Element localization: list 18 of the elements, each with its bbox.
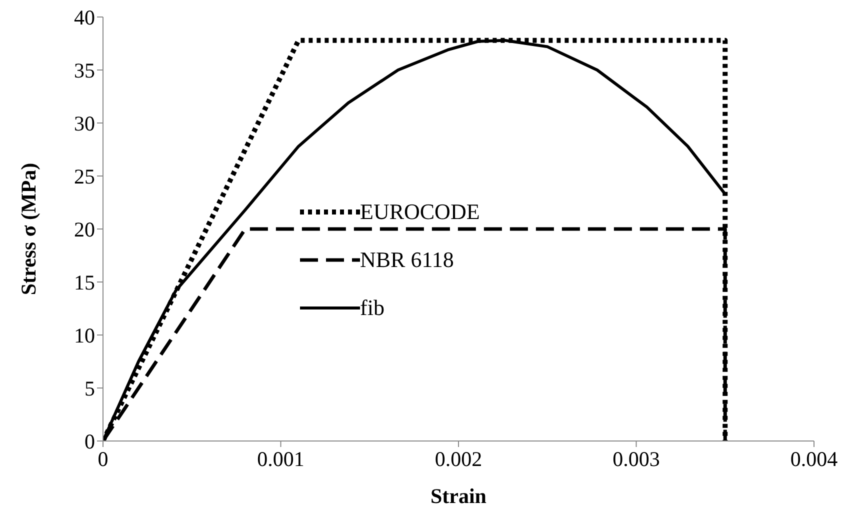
y-tick-label: 0 <box>84 429 95 454</box>
y-tick-label: 15 <box>74 270 95 294</box>
x-tick-label: 0.004 <box>790 446 838 471</box>
y-axis-title: Stress σ (MPa) <box>16 162 40 296</box>
y-tick-label: 10 <box>74 323 95 348</box>
y-tick-label: 20 <box>74 217 95 242</box>
y-tick-label: 40 <box>74 5 95 30</box>
y-tick-label: 5 <box>84 376 95 400</box>
x-tick-label: 0.002 <box>434 446 482 471</box>
legend-label: EUROCODE <box>360 199 480 225</box>
y-tick-label: 30 <box>74 111 95 136</box>
legend-label: fib <box>360 295 384 321</box>
x-axis-title: Strain <box>430 484 487 508</box>
y-tick-label: 25 <box>74 164 95 188</box>
y-tick-label: 35 <box>74 58 95 82</box>
legend-label: NBR 6118 <box>360 247 454 273</box>
x-tick-label: 0.001 <box>257 446 304 471</box>
x-tick-label: 0.003 <box>612 446 660 471</box>
